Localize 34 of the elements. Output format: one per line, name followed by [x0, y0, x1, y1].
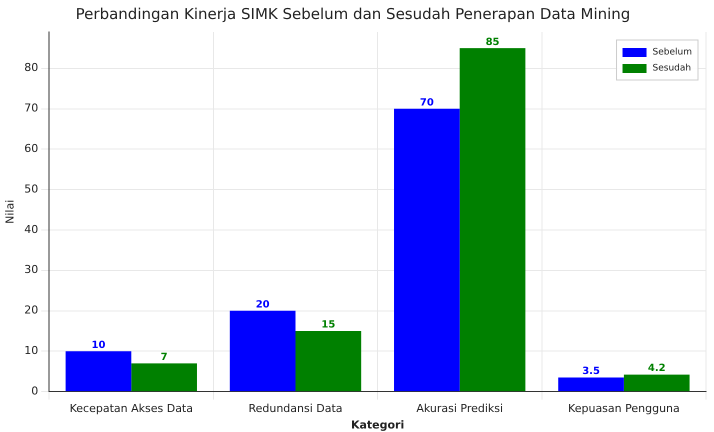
y-tick-label: 40 [24, 222, 38, 236]
y-tick-label: 30 [24, 263, 38, 276]
y-axis-title: Nilai [3, 200, 16, 224]
x-tick-label: Akurasi Prediksi [416, 402, 504, 416]
data-label: 20 [256, 299, 270, 310]
bar [558, 377, 624, 392]
data-label: 85 [486, 36, 500, 48]
y-tick-label: 50 [24, 182, 38, 196]
data-label: 70 [420, 97, 434, 108]
y-tick-label: 60 [24, 142, 38, 156]
legend-label: Sebelum [652, 47, 692, 58]
bar [296, 330, 362, 392]
bar [460, 48, 526, 392]
data-label: 15 [321, 320, 336, 331]
bar [131, 363, 197, 392]
y-tick-label: 70 [24, 102, 38, 115]
x-tick-label: Redundansi Data [248, 402, 343, 416]
bar [230, 310, 296, 392]
data-label: 3.5 [582, 366, 600, 378]
y-tick-label: 0 [31, 384, 38, 398]
bar [394, 108, 460, 392]
bar [624, 374, 690, 392]
y-tick-label: 80 [24, 61, 38, 74]
data-label: 10 [91, 340, 106, 351]
chart-title: Perbandingan Kinerja SIMK Sebelum dan Sesudah Penerapan Data Mining [76, 4, 630, 23]
data-label: 4.2 [648, 363, 666, 374]
x-tick-label: Kecepatan Akses Data [70, 402, 193, 416]
x-axis-title: Kategori [350, 418, 404, 432]
bar [66, 351, 132, 392]
x-tick-label: Kepuasan Pengguna [568, 402, 680, 416]
legend-label: Sesudah [652, 63, 692, 74]
y-tick-label: 10 [24, 344, 38, 358]
data-label: 7 [160, 352, 168, 363]
y-tick-label: 20 [24, 304, 38, 317]
